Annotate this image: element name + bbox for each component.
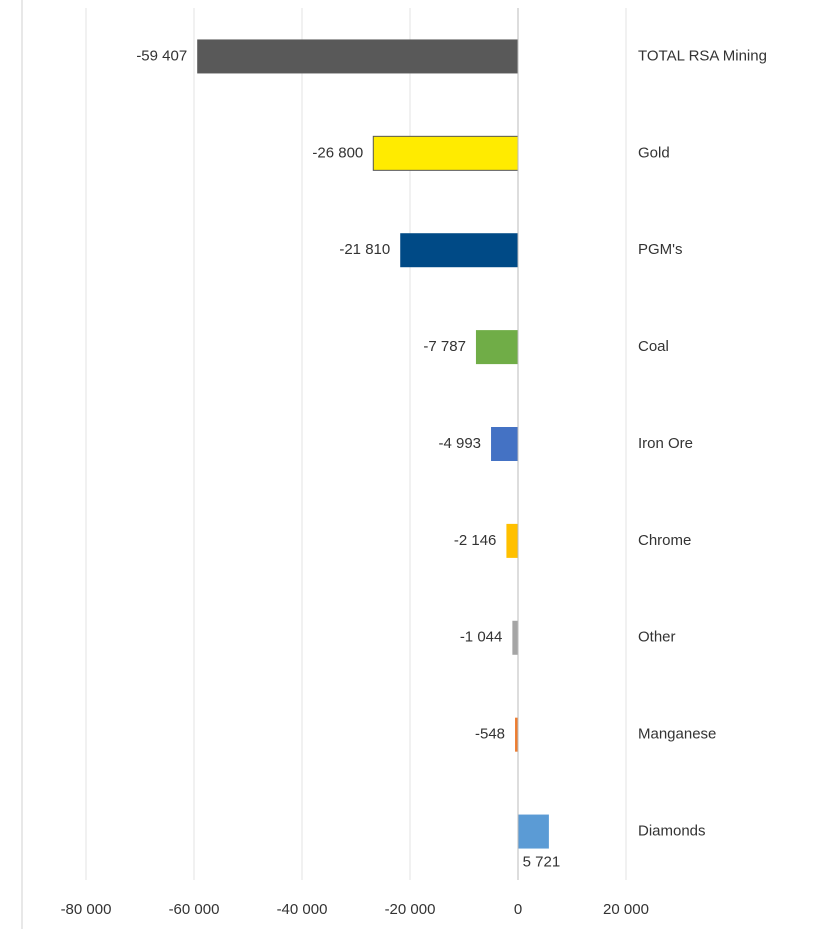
value-label: -548: [475, 726, 505, 743]
x-tick-label: -20 000: [385, 901, 436, 918]
category-label: TOTAL RSA Mining: [638, 47, 767, 64]
x-tick-label: 0: [514, 901, 522, 918]
x-tick-label: 20 000: [603, 901, 649, 918]
value-label: -2 146: [454, 532, 497, 549]
bar: [506, 523, 518, 558]
category-label: Chrome: [638, 532, 691, 549]
value-label: -7 787: [423, 338, 466, 355]
x-tick-label: -40 000: [277, 901, 328, 918]
category-label: Manganese: [638, 726, 716, 743]
bar: [372, 135, 519, 171]
category-label: Gold: [638, 144, 670, 161]
bar: [475, 330, 518, 365]
category-label: Other: [638, 629, 676, 646]
bar: [491, 427, 518, 461]
bar: [515, 717, 518, 752]
x-tick-label: -80 000: [61, 901, 112, 918]
value-label: 5 721: [523, 854, 561, 871]
value-label: -59 407: [136, 47, 187, 64]
category-label: PGM's: [638, 241, 683, 258]
value-label: -4 993: [438, 435, 481, 452]
value-label: -1 044: [460, 629, 503, 646]
category-label: Iron Ore: [638, 435, 693, 452]
bar: [512, 620, 518, 655]
bar: [197, 39, 518, 74]
value-label: -21 810: [339, 241, 390, 258]
bar: [518, 814, 549, 849]
value-label: -26 800: [312, 144, 363, 161]
category-label: Diamonds: [638, 823, 706, 840]
category-label: Coal: [638, 338, 669, 355]
bar: [400, 233, 518, 268]
x-tick-label: -60 000: [169, 901, 220, 918]
